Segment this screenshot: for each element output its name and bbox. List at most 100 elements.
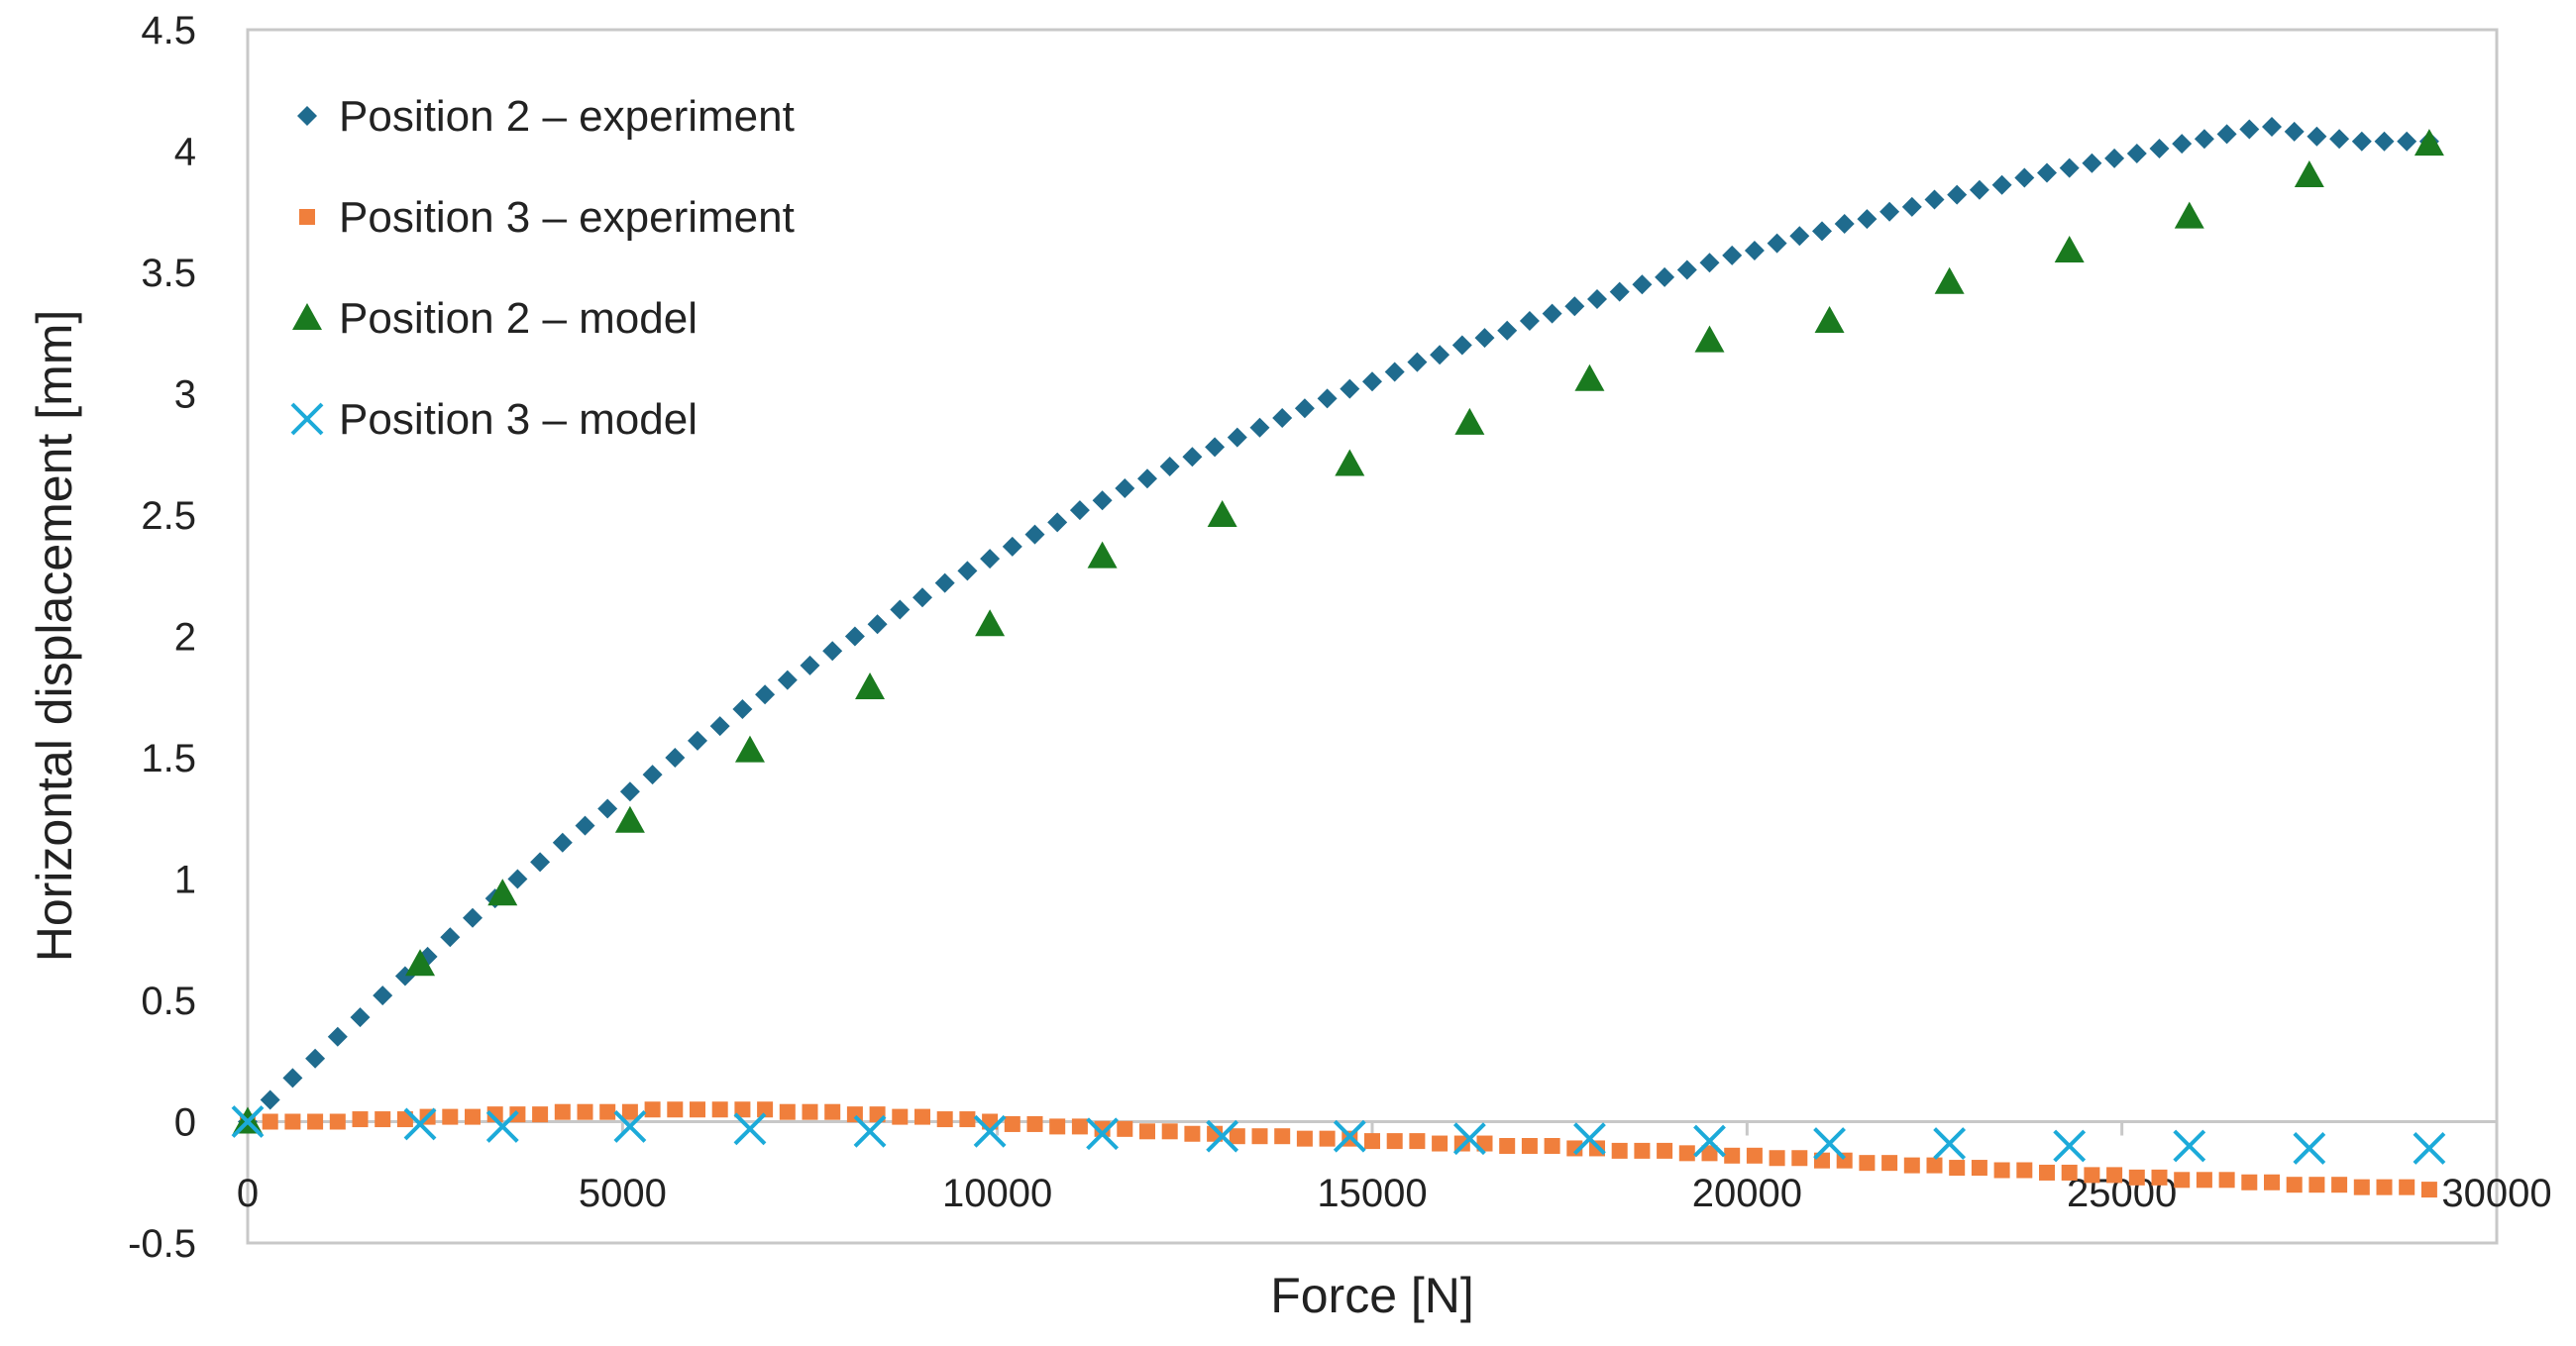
data-point [1767,233,1787,254]
data-point [1251,1128,1268,1145]
data-point [642,765,663,785]
data-point [890,599,911,620]
data-point [1834,214,1855,234]
data-point [1544,1138,1560,1154]
y-tick-label: 2 [174,616,196,660]
data-point-stroke [1813,1127,1846,1160]
data-point [1296,1130,1313,1147]
data-point [613,1109,647,1143]
x-tick-label: 30000 [2441,1172,2551,1215]
data-point [2054,235,2085,262]
data-point [1159,457,1180,476]
data-point [733,1112,767,1146]
y-tick-label: 0.5 [141,980,196,1023]
data-point-stroke [1333,1119,1366,1153]
data-point [440,927,461,948]
data-point [2262,117,2282,137]
legend-marker [292,303,322,330]
data-point [734,735,765,763]
legend: Position 2 – experiment Position 3 – expe… [290,92,795,444]
data-point [779,1103,796,1120]
data-point [2329,129,2350,150]
data-point-stroke [973,1114,1007,1148]
data-point [1161,1123,1178,1140]
data-point [980,549,1001,569]
data-point [2216,124,2237,145]
data-point [1272,408,1293,428]
data-point [1182,447,1203,467]
legend-item-position-2-experiment: Position 2 – experiment [297,92,795,141]
data-point [2194,129,2214,150]
data-point [2126,143,2147,163]
data-point [2284,121,2305,142]
data-point-stroke [2413,1132,2446,1165]
data-point [777,670,798,690]
data-point [2082,153,2102,173]
data-point [2149,139,2170,159]
data-point [1432,1135,1449,1152]
data-point [1407,352,1428,372]
y-tick-label: 4 [174,131,196,174]
data-point [530,852,551,873]
data-point [373,985,393,1006]
data-point [2264,1174,2280,1191]
data-point [307,1113,324,1130]
data-point [1564,296,1585,317]
data-point [485,1109,519,1143]
data-point-stroke [2293,1132,2326,1165]
data-point [1451,335,1472,356]
data-point [1573,1122,1606,1156]
data-point [305,1048,326,1069]
data-point [2353,1179,2370,1195]
data-point [1384,362,1405,382]
data-point [1317,388,1338,409]
data-point [2174,201,2204,229]
data-point [375,1111,391,1128]
data-point [1094,1120,1111,1137]
data-point [2172,134,2193,155]
legend-label: Position 2 – experiment [339,92,795,141]
data-point [1587,288,1607,309]
data-point-stroke [613,1109,647,1143]
legend-marker [299,209,315,225]
data-point [1789,226,1810,247]
data-point [1812,221,1832,242]
data-point [2016,1162,2033,1179]
data-point [2307,126,2327,147]
data-point [327,1026,348,1047]
data-point [2151,1169,2168,1186]
data-point [2397,131,2417,152]
data-point [711,1101,728,1118]
data-point [1924,189,1945,210]
data-point [1947,184,1968,205]
data-point [1903,1157,1920,1174]
y-tick-label: 1 [174,859,196,902]
data-point [1092,490,1113,511]
data-point [329,1113,346,1130]
data-point [757,1101,774,1118]
series-position-3-model [231,1105,2446,1165]
data-point [2173,1129,2206,1163]
data-point [2104,148,2125,168]
data-point [1333,1119,1366,1153]
data-point [732,699,753,719]
data-point [1386,1133,1403,1150]
data-point-stroke [853,1114,887,1148]
data-point [405,949,436,977]
data-point [1207,500,1237,527]
data-point [486,1106,503,1123]
data-point [2293,1132,2326,1165]
data-point [2308,1177,2325,1193]
data-point [2414,129,2444,156]
legend-marker [297,106,317,126]
data-point [1813,1127,1846,1160]
legend-marker [290,402,324,436]
data-point-stroke [1086,1117,1120,1151]
legend-label: Position 3 – experiment [339,193,795,242]
data-point [599,1103,616,1120]
data-point [1724,1147,1741,1164]
data-point [2399,1179,2415,1195]
legend-marker-stroke [290,402,324,436]
x-tick-label: 0 [237,1172,259,1215]
